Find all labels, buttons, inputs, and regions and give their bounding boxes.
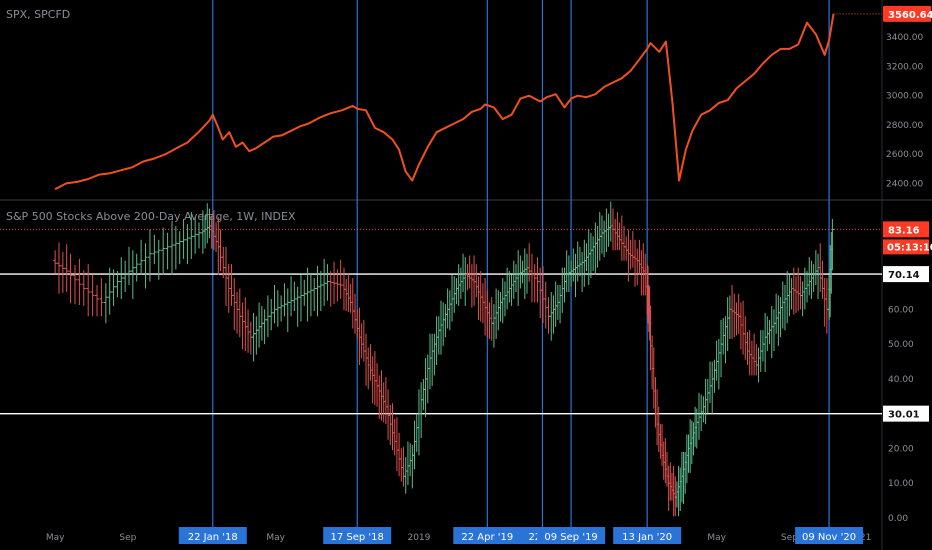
spx-series-line[interactable] (54, 13, 835, 191)
x-tick-label: 2019 (407, 533, 430, 543)
indicator-y-tick-label: 60.00 (888, 305, 914, 315)
threshold-tag-label: 70.14 (888, 270, 920, 281)
countdown-tag (883, 239, 929, 255)
spx-pane[interactable]: SPX, SPCFD (6, 8, 882, 191)
threshold-tag (883, 266, 929, 283)
indicator-value-label: 83.16 (888, 225, 920, 236)
axis-layer: 3400.00 3200.00 3000.00 2800.00 2600.00 2400.… (883, 5, 932, 524)
x-tick-label: Sep (781, 533, 798, 543)
vline-layer (212, 0, 830, 528)
x-highlight-label: 09 Nov '20 (802, 532, 856, 543)
x-highlight-tag[interactable] (323, 527, 392, 544)
spx-y-tick-label: 2800.00 (886, 121, 923, 131)
x-tick-label: May (266, 533, 285, 543)
x-highlight-tag[interactable] (795, 527, 864, 544)
x-highlight-tag[interactable] (178, 527, 247, 544)
x-highlight-label: 09 Sep '19 (544, 532, 597, 543)
x-tick-label: Sep (119, 533, 136, 543)
indicator-value-tag (883, 221, 929, 238)
indicator-pane[interactable]: S&P 500 Stocks Above 200-Day Average, 1W… (0, 201, 882, 517)
spx-price-tag (883, 5, 931, 22)
indicator-y-tick-label: 10.00 (888, 479, 914, 489)
x-tick-label: May (46, 533, 65, 543)
spx-title: SPX, SPCFD (6, 8, 70, 21)
indicator-y-tick-label: 20.00 (888, 444, 914, 454)
spx-price-tag-label: 3560.64 (888, 10, 932, 21)
spx-y-tick-label: 3200.00 (886, 62, 923, 72)
threshold-tag-label: 30.01 (888, 410, 920, 421)
indicator-title: S&P 500 Stocks Above 200-Day Average, 1W… (6, 210, 296, 223)
indicator-y-tick-label: 0.00 (888, 514, 908, 524)
x-highlight-tag[interactable] (453, 527, 522, 544)
x-tick-label: May (707, 533, 726, 543)
x-highlight-label: 22 Jan '18 (188, 532, 238, 543)
threshold-tag (883, 405, 929, 422)
x-highlight-label: 17 Sep '18 (331, 532, 384, 543)
indicator-y-tick-label: 40.00 (888, 375, 914, 385)
x-highlight-label: 22 Apr '19 (461, 532, 513, 543)
x-highlight-tag[interactable] (537, 527, 606, 544)
spx-y-tick-label: 3400.00 (886, 33, 923, 43)
x-highlight-label: 13 Jan '20 (622, 532, 672, 543)
countdown-label: 05:13:10 (887, 242, 932, 253)
spx-y-tick-label: 2400.00 (886, 179, 923, 189)
spx-y-tick-label: 3000.00 (886, 92, 923, 102)
spx-y-tick-label: 2600.00 (886, 150, 923, 160)
indicator-y-tick-label: 50.00 (888, 340, 914, 350)
x-highlight-tag[interactable] (613, 527, 682, 544)
